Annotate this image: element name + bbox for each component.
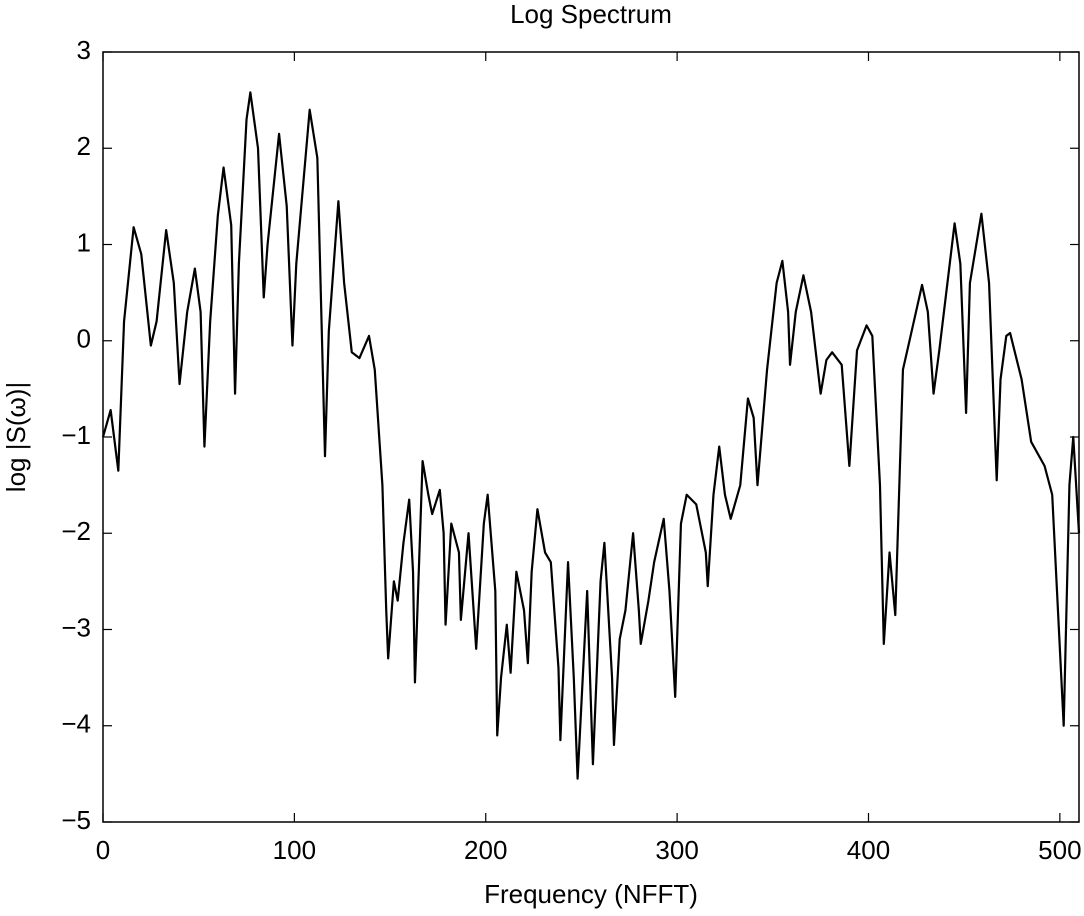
- y-tick-label: 0: [77, 324, 91, 354]
- x-axis-label: Frequency (NFFT): [484, 879, 698, 909]
- y-axis-label: log |S(ω)|: [1, 382, 31, 492]
- y-tick-label: 3: [77, 35, 91, 65]
- y-tick-label: −4: [61, 709, 91, 739]
- y-tick-label: −2: [61, 516, 91, 546]
- y-tick-label: 2: [77, 131, 91, 161]
- x-tick-label: 100: [273, 835, 316, 865]
- x-tick-label: 200: [464, 835, 507, 865]
- line-series: [101, 91, 1081, 780]
- x-tick-label: 500: [1038, 835, 1081, 865]
- y-tick-label: −5: [61, 805, 91, 835]
- y-tick-label: −3: [61, 612, 91, 642]
- x-tick-label: 400: [847, 835, 890, 865]
- y-tick-label: −1: [61, 420, 91, 450]
- x-tick-label: 300: [655, 835, 698, 865]
- x-tick-label: 0: [96, 835, 110, 865]
- chart-title: Log Spectrum: [510, 0, 672, 29]
- y-tick-label: 1: [77, 227, 91, 257]
